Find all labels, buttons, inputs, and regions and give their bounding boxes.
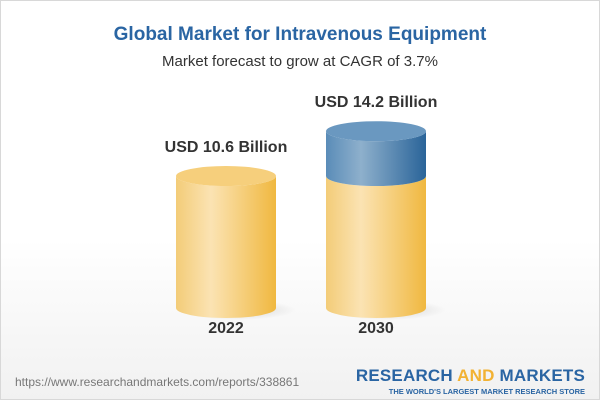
cylinder-growth-2030	[326, 131, 426, 187]
research-and-markets-logo: RESEARCH AND MARKETS THE WORLD'S LARGEST…	[356, 367, 585, 396]
logo-text-research: RESEARCH	[355, 366, 458, 385]
chart-title: Global Market for Intravenous Equipment	[113, 24, 487, 45]
logo-text-and: AND	[457, 366, 495, 385]
cylinder-base-2030	[326, 176, 426, 318]
data-label: USD 14.2 Billion	[315, 94, 438, 111]
category-label: 2022	[208, 320, 244, 337]
source-url[interactable]: https://www.researchandmarkets.com/repor…	[15, 375, 300, 389]
data-label: USD 10.6 Billion	[165, 139, 288, 156]
cylinder-2022	[176, 176, 276, 318]
logo-tagline: THE WORLD'S LARGEST MARKET RESEARCH STOR…	[388, 387, 585, 396]
cylinder-growth-2030-top	[326, 121, 426, 142]
cylinder-2022-top	[176, 166, 276, 187]
chart-subtitle: Market forecast to grow at CAGR of 3.7%	[162, 53, 438, 70]
logo-text-markets: MARKETS	[494, 366, 585, 385]
category-label: 2030	[358, 320, 394, 337]
